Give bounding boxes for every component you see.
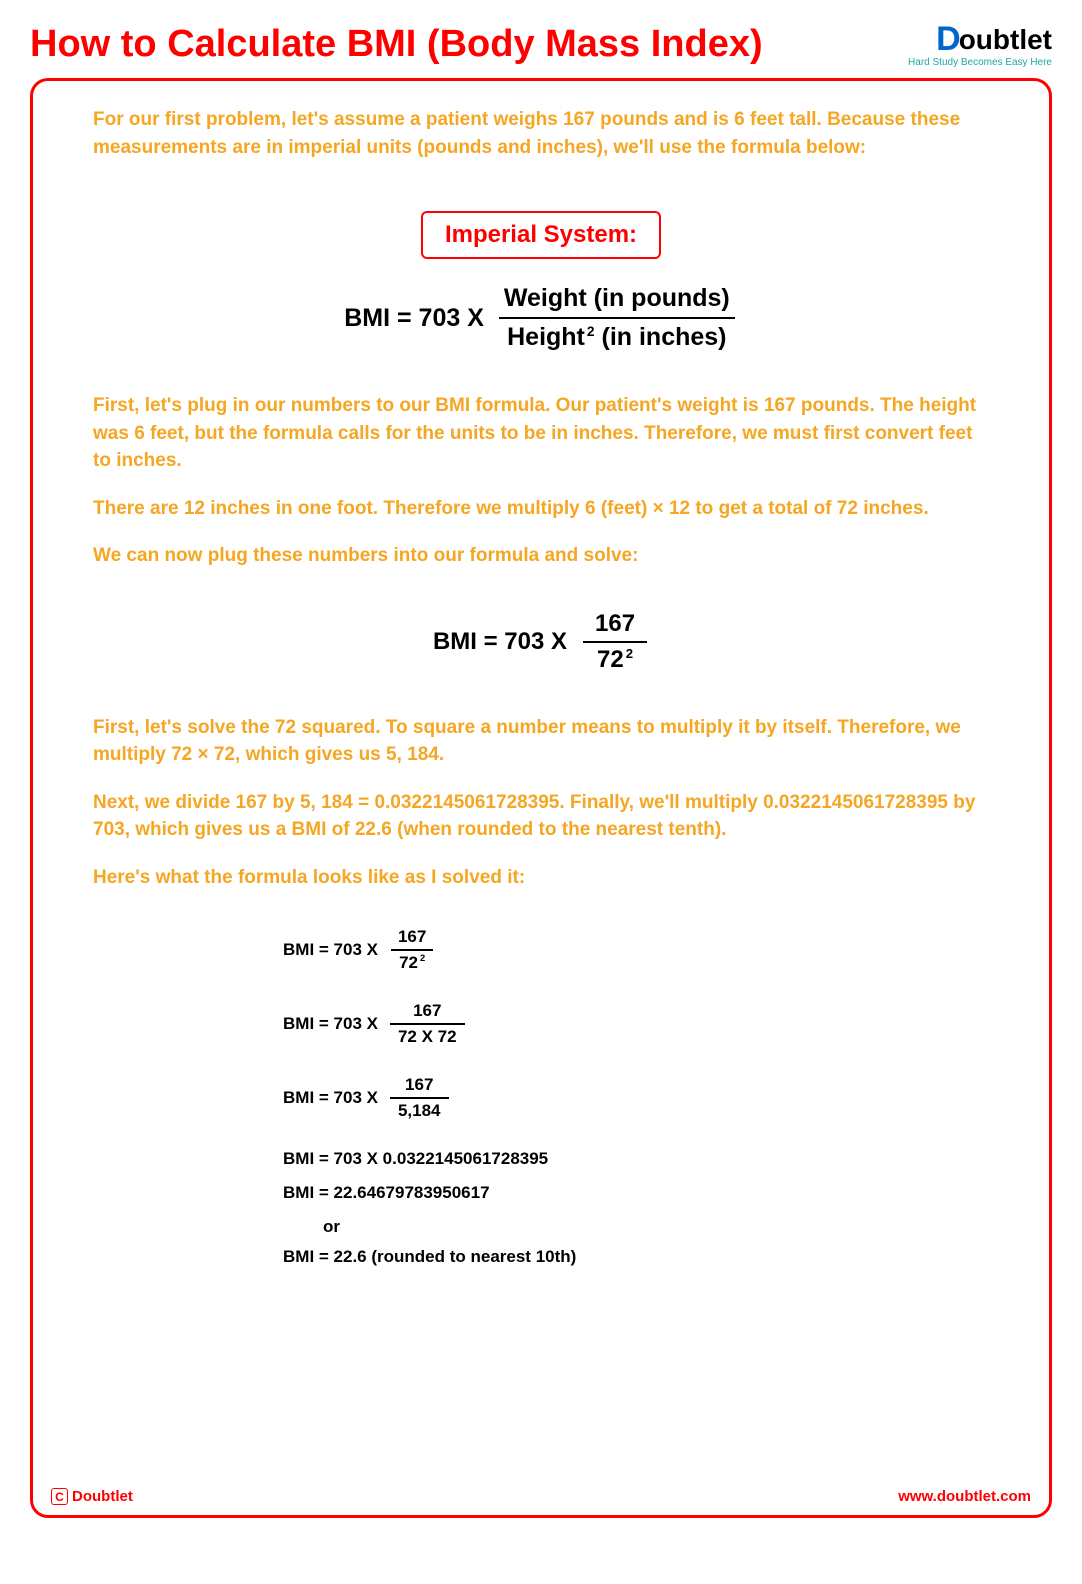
header: How to Calculate BMI (Body Mass Index) D… bbox=[30, 20, 1052, 68]
solution-steps: BMI = 703 X 167 722 BMI = 703 X 167 72 X… bbox=[283, 927, 1009, 1267]
logo-text: Doubtlet bbox=[936, 20, 1052, 59]
step-2: BMI = 703 X 167 72 X 72 bbox=[283, 1001, 1009, 1047]
brand-logo: Doubtlet Hard Study Becomes Easy Here bbox=[908, 20, 1052, 68]
page-title: How to Calculate BMI (Body Mass Index) bbox=[30, 23, 763, 66]
step-1: BMI = 703 X 167 722 bbox=[283, 927, 1009, 973]
formula-plugged-den: 722 bbox=[583, 641, 647, 674]
formula-plugged-lhs: BMI = 703 X bbox=[433, 628, 567, 656]
footer-copyright: C Doubtlet bbox=[51, 1488, 133, 1505]
intro-paragraph: For our first problem, let's assume a pa… bbox=[93, 106, 989, 161]
formula-lhs: BMI = 703 X bbox=[344, 304, 484, 333]
system-label-wrap: Imperial System: bbox=[73, 211, 1009, 259]
logo-tagline: Hard Study Becomes Easy Here bbox=[908, 57, 1052, 68]
paragraph-4: We can now plug these numbers into our f… bbox=[93, 542, 989, 570]
footer-brand: Doubtlet bbox=[72, 1488, 133, 1505]
copyright-icon: C bbox=[51, 1488, 68, 1505]
paragraph-7: Here's what the formula looks like as I … bbox=[93, 864, 989, 892]
paragraph-3: There are 12 inches in one foot. Therefo… bbox=[93, 495, 989, 523]
page: How to Calculate BMI (Body Mass Index) D… bbox=[0, 0, 1082, 1538]
step-5: BMI = 22.64679783950617 bbox=[283, 1183, 1009, 1203]
footer-url: www.doubtlet.com bbox=[898, 1488, 1031, 1505]
paragraph-2: First, let's plug in our numbers to our … bbox=[93, 392, 989, 475]
formula-plugged-fraction: 167 722 bbox=[581, 610, 649, 674]
formula-general: BMI = 703 X Weight (in pounds) Height2 (… bbox=[73, 284, 1009, 352]
formula-numerator: Weight (in pounds) bbox=[496, 284, 738, 317]
formula-denominator: Height2 (in inches) bbox=[499, 317, 734, 352]
formula-fraction: Weight (in pounds) Height2 (in inches) bbox=[496, 284, 738, 352]
system-label: Imperial System: bbox=[421, 211, 661, 259]
paragraph-5: First, let's solve the 72 squared. To sq… bbox=[93, 714, 989, 769]
step-or: or bbox=[323, 1217, 1009, 1237]
step-4: BMI = 703 X 0.0322145061728395 bbox=[283, 1149, 1009, 1169]
footer: C Doubtlet www.doubtlet.com bbox=[51, 1488, 1031, 1505]
formula-plugged: BMI = 703 X 167 722 bbox=[73, 610, 1009, 674]
content-box: For our first problem, let's assume a pa… bbox=[30, 78, 1052, 1518]
paragraph-6: Next, we divide 167 by 5, 184 = 0.032214… bbox=[93, 789, 989, 844]
step-3: BMI = 703 X 167 5,184 bbox=[283, 1075, 1009, 1121]
step-6: BMI = 22.6 (rounded to nearest 10th) bbox=[283, 1247, 1009, 1267]
logo-rest: oubtlet bbox=[959, 24, 1052, 56]
formula-plugged-num: 167 bbox=[581, 610, 649, 641]
logo-d-icon: D bbox=[936, 20, 961, 59]
